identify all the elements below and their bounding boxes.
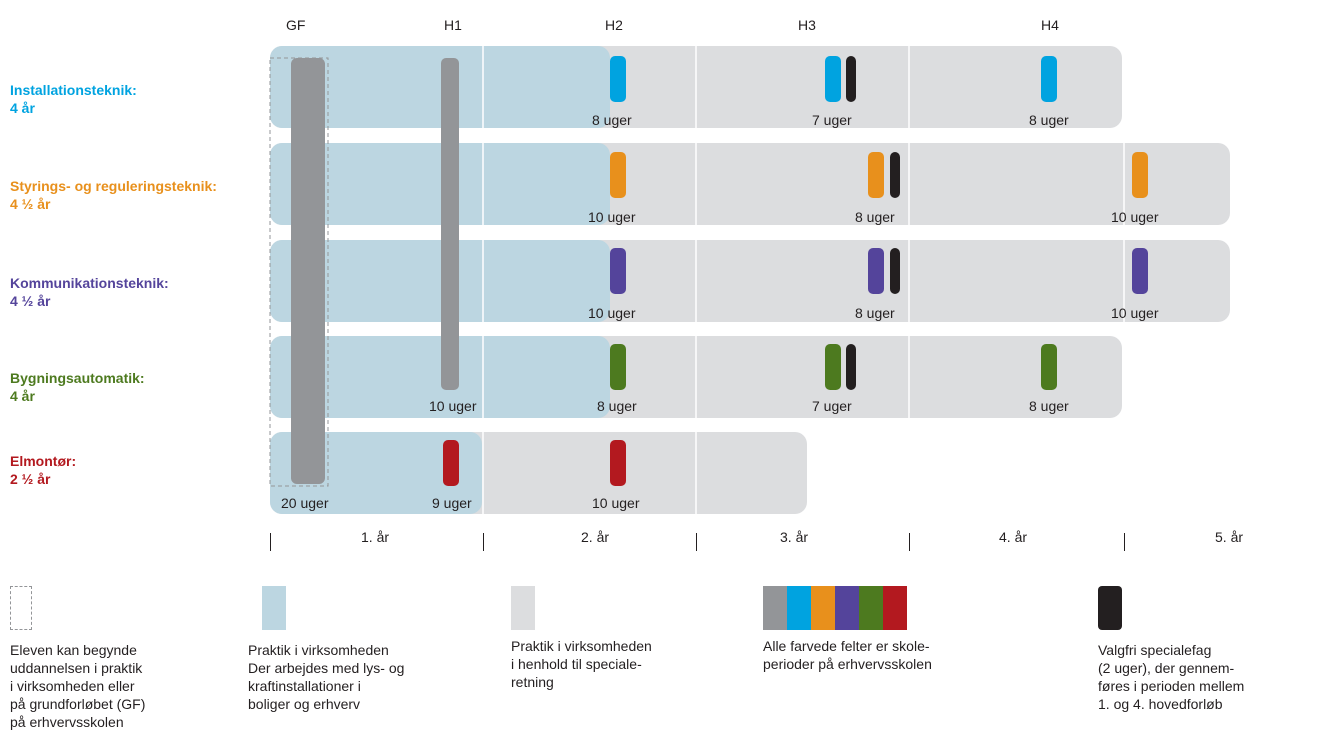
year-label-4: 4. år — [999, 529, 1028, 545]
row-duration: 4 år — [10, 100, 35, 116]
year-label-1: 1. år — [361, 529, 390, 545]
phase-header-h2: H2 — [605, 17, 623, 33]
row-name: Installationsteknik: — [10, 82, 137, 98]
row-label-elmontoer: Elmontør: 2 ½ år — [10, 452, 76, 488]
weeks-label: 10 uger — [588, 305, 636, 321]
year-label-3: 3. år — [780, 529, 809, 545]
school-period-h2 — [610, 344, 626, 390]
weeks-label: 10 uger — [1111, 305, 1159, 321]
school-period-h4 — [1132, 248, 1148, 294]
school-period-h1 — [441, 58, 459, 390]
year-label-5: 5. år — [1215, 529, 1244, 545]
legend-swatch-blue — [787, 586, 811, 630]
school-period-h4 — [1041, 56, 1057, 102]
legend-swatch-elective — [1098, 586, 1122, 630]
row-label-kommunikationsteknik: Kommunikationsteknik: 4 ½ år — [10, 274, 169, 310]
elective-period — [846, 56, 856, 102]
legend-swatch-red — [883, 586, 907, 630]
school-period-h4 — [1041, 344, 1057, 390]
row-duration: 4 ½ år — [10, 196, 51, 212]
row-name: Elmontør: — [10, 453, 77, 469]
school-period-gf — [291, 58, 325, 484]
weeks-label: 7 uger — [812, 112, 852, 128]
year-tick — [1124, 533, 1125, 551]
legend-text-elective: Valgfri specialefag (2 uger), der gennem… — [1098, 642, 1245, 712]
row-elmontoer: 20 uger 9 uger 10 uger — [270, 432, 807, 514]
legend-swatch-company-practice — [262, 586, 286, 630]
company-practice-bar — [270, 143, 610, 225]
legend-swatch-specialisation-practice — [511, 586, 535, 630]
company-practice-bar — [270, 336, 610, 418]
legend-text-school-periods: Alle farvede felter er skole- perioder p… — [763, 638, 932, 672]
legend-swatch-orange — [811, 586, 835, 630]
row-installationsteknik: 8 uger 7 uger 8 uger — [270, 46, 1122, 128]
phase-header-gf: GF — [286, 17, 306, 33]
year-tick — [270, 533, 271, 551]
phase-header-h4: H4 — [1041, 17, 1059, 33]
education-timeline-diagram: 8 uger 7 uger 8 uger 10 uger 8 uger 10 u… — [269, 46, 1230, 514]
legend-swatch-gray — [763, 586, 787, 630]
legend-swatch-green — [859, 586, 883, 630]
elective-period — [890, 248, 900, 294]
weeks-label: 8 uger — [597, 398, 637, 414]
year-tick — [909, 533, 910, 551]
school-period-h2 — [610, 440, 626, 486]
weeks-label: 10 uger — [1111, 209, 1159, 225]
row-bygningsautomatik: 10 uger 8 uger 7 uger 8 uger — [270, 336, 1122, 418]
legend-text-dashed: Eleven kan begynde uddannelsen i praktik… — [10, 642, 146, 730]
row-name: Kommunikationsteknik: — [10, 275, 169, 291]
weeks-label: 10 uger — [588, 209, 636, 225]
legend-text-company-practice: Praktik i virksomheden Der arbejdes med … — [248, 642, 405, 712]
weeks-label: 20 uger — [281, 495, 329, 511]
elective-period — [846, 344, 856, 390]
school-period-h2 — [610, 152, 626, 198]
weeks-label: 7 uger — [812, 398, 852, 414]
weeks-label: 8 uger — [1029, 398, 1069, 414]
row-duration: 4 ½ år — [10, 293, 51, 309]
year-tick — [483, 533, 484, 551]
row-name: Styrings- og reguleringsteknik: — [10, 178, 217, 194]
school-period-h1 — [443, 440, 459, 486]
row-label-bygningsautomatik: Bygningsautomatik: 4 år — [10, 369, 145, 405]
legend-text-specialisation-practice: Praktik i virksomheden i henhold til spe… — [511, 638, 652, 690]
weeks-label: 10 uger — [429, 398, 477, 414]
school-period-h2 — [610, 248, 626, 294]
row-label-installationsteknik: Installationsteknik: 4 år — [10, 81, 137, 117]
row-label-styrings-og-reguleringsteknik: Styrings- og reguleringsteknik: 4 ½ år — [10, 177, 217, 213]
weeks-label: 10 uger — [592, 495, 640, 511]
row-duration: 2 ½ år — [10, 471, 51, 487]
weeks-label: 9 uger — [432, 495, 472, 511]
phase-header-h3: H3 — [798, 17, 816, 33]
school-period-h3 — [825, 344, 841, 390]
phase-header-h1: H1 — [444, 17, 462, 33]
school-period-h3 — [868, 152, 884, 198]
company-practice-bar — [270, 46, 610, 128]
row-kommunikationsteknik: 10 uger 8 uger 10 uger — [270, 240, 1230, 322]
legend-swatches-school — [763, 586, 907, 630]
year-tick — [696, 533, 697, 551]
row-duration: 4 år — [10, 388, 35, 404]
elective-period — [890, 152, 900, 198]
school-period-h2 — [610, 56, 626, 102]
row-styrings-og-reguleringsteknik: 10 uger 8 uger 10 uger — [270, 143, 1230, 225]
weeks-label: 8 uger — [1029, 112, 1069, 128]
company-practice-bar — [270, 240, 610, 322]
year-label-2: 2. år — [581, 529, 610, 545]
weeks-label: 8 uger — [855, 209, 895, 225]
weeks-label: 8 uger — [592, 112, 632, 128]
school-period-h4 — [1132, 152, 1148, 198]
school-period-h3 — [868, 248, 884, 294]
legend-swatch-dashed — [10, 586, 32, 630]
row-name: Bygningsautomatik: — [10, 370, 145, 386]
legend-swatch-purple — [835, 586, 859, 630]
weeks-label: 8 uger — [855, 305, 895, 321]
school-period-h3 — [825, 56, 841, 102]
